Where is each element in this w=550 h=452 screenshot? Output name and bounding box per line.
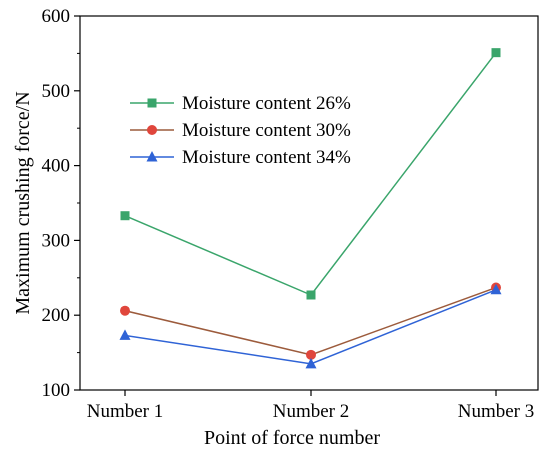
x-axis-ticks: Number 1 Number 2 Number 3 — [87, 390, 535, 422]
legend: Moisture content 26% Moisture content 30%… — [130, 93, 351, 168]
series-layer — [119, 48, 502, 369]
y-axis-title: Maximum crushing force/N — [12, 91, 34, 314]
legend-label: Moisture content 26% — [182, 93, 351, 114]
y-tick-label: 500 — [42, 81, 71, 102]
series-3 — [119, 283, 502, 369]
y-tick-label: 600 — [42, 6, 71, 27]
data-point — [491, 48, 501, 58]
x-tick-label: Number 3 — [458, 401, 535, 422]
data-point — [306, 349, 316, 360]
data-point — [305, 357, 317, 369]
legend-marker — [147, 98, 157, 108]
y-tick-label: 200 — [42, 305, 71, 326]
plot-frame — [79, 15, 539, 391]
data-point — [490, 283, 502, 295]
y-tick-label: 100 — [42, 380, 71, 401]
plot-area — [79, 15, 539, 391]
data-point — [306, 290, 316, 300]
y-tick-label: 400 — [42, 156, 71, 177]
legend-marker — [147, 125, 157, 135]
legend-marker — [146, 151, 158, 162]
x-tick-label: Number 1 — [87, 401, 164, 422]
x-tick-label: Number 2 — [273, 401, 350, 422]
y-axis-ticks: 100 200 300 400 500 600 — [42, 6, 80, 401]
legend-item: Moisture content 30% — [130, 120, 351, 141]
legend-label: Moisture content 34% — [182, 147, 351, 168]
data-point — [120, 211, 130, 221]
series-line — [124, 52, 497, 296]
data-point — [120, 305, 130, 316]
x-axis-title: Point of force number — [204, 427, 380, 449]
legend-item: Moisture content 26% — [130, 93, 351, 114]
series-1 — [120, 48, 501, 300]
y-tick-label: 300 — [42, 230, 71, 251]
legend-label: Moisture content 30% — [182, 120, 351, 141]
legend-item: Moisture content 34% — [130, 147, 351, 168]
data-point — [119, 329, 131, 340]
